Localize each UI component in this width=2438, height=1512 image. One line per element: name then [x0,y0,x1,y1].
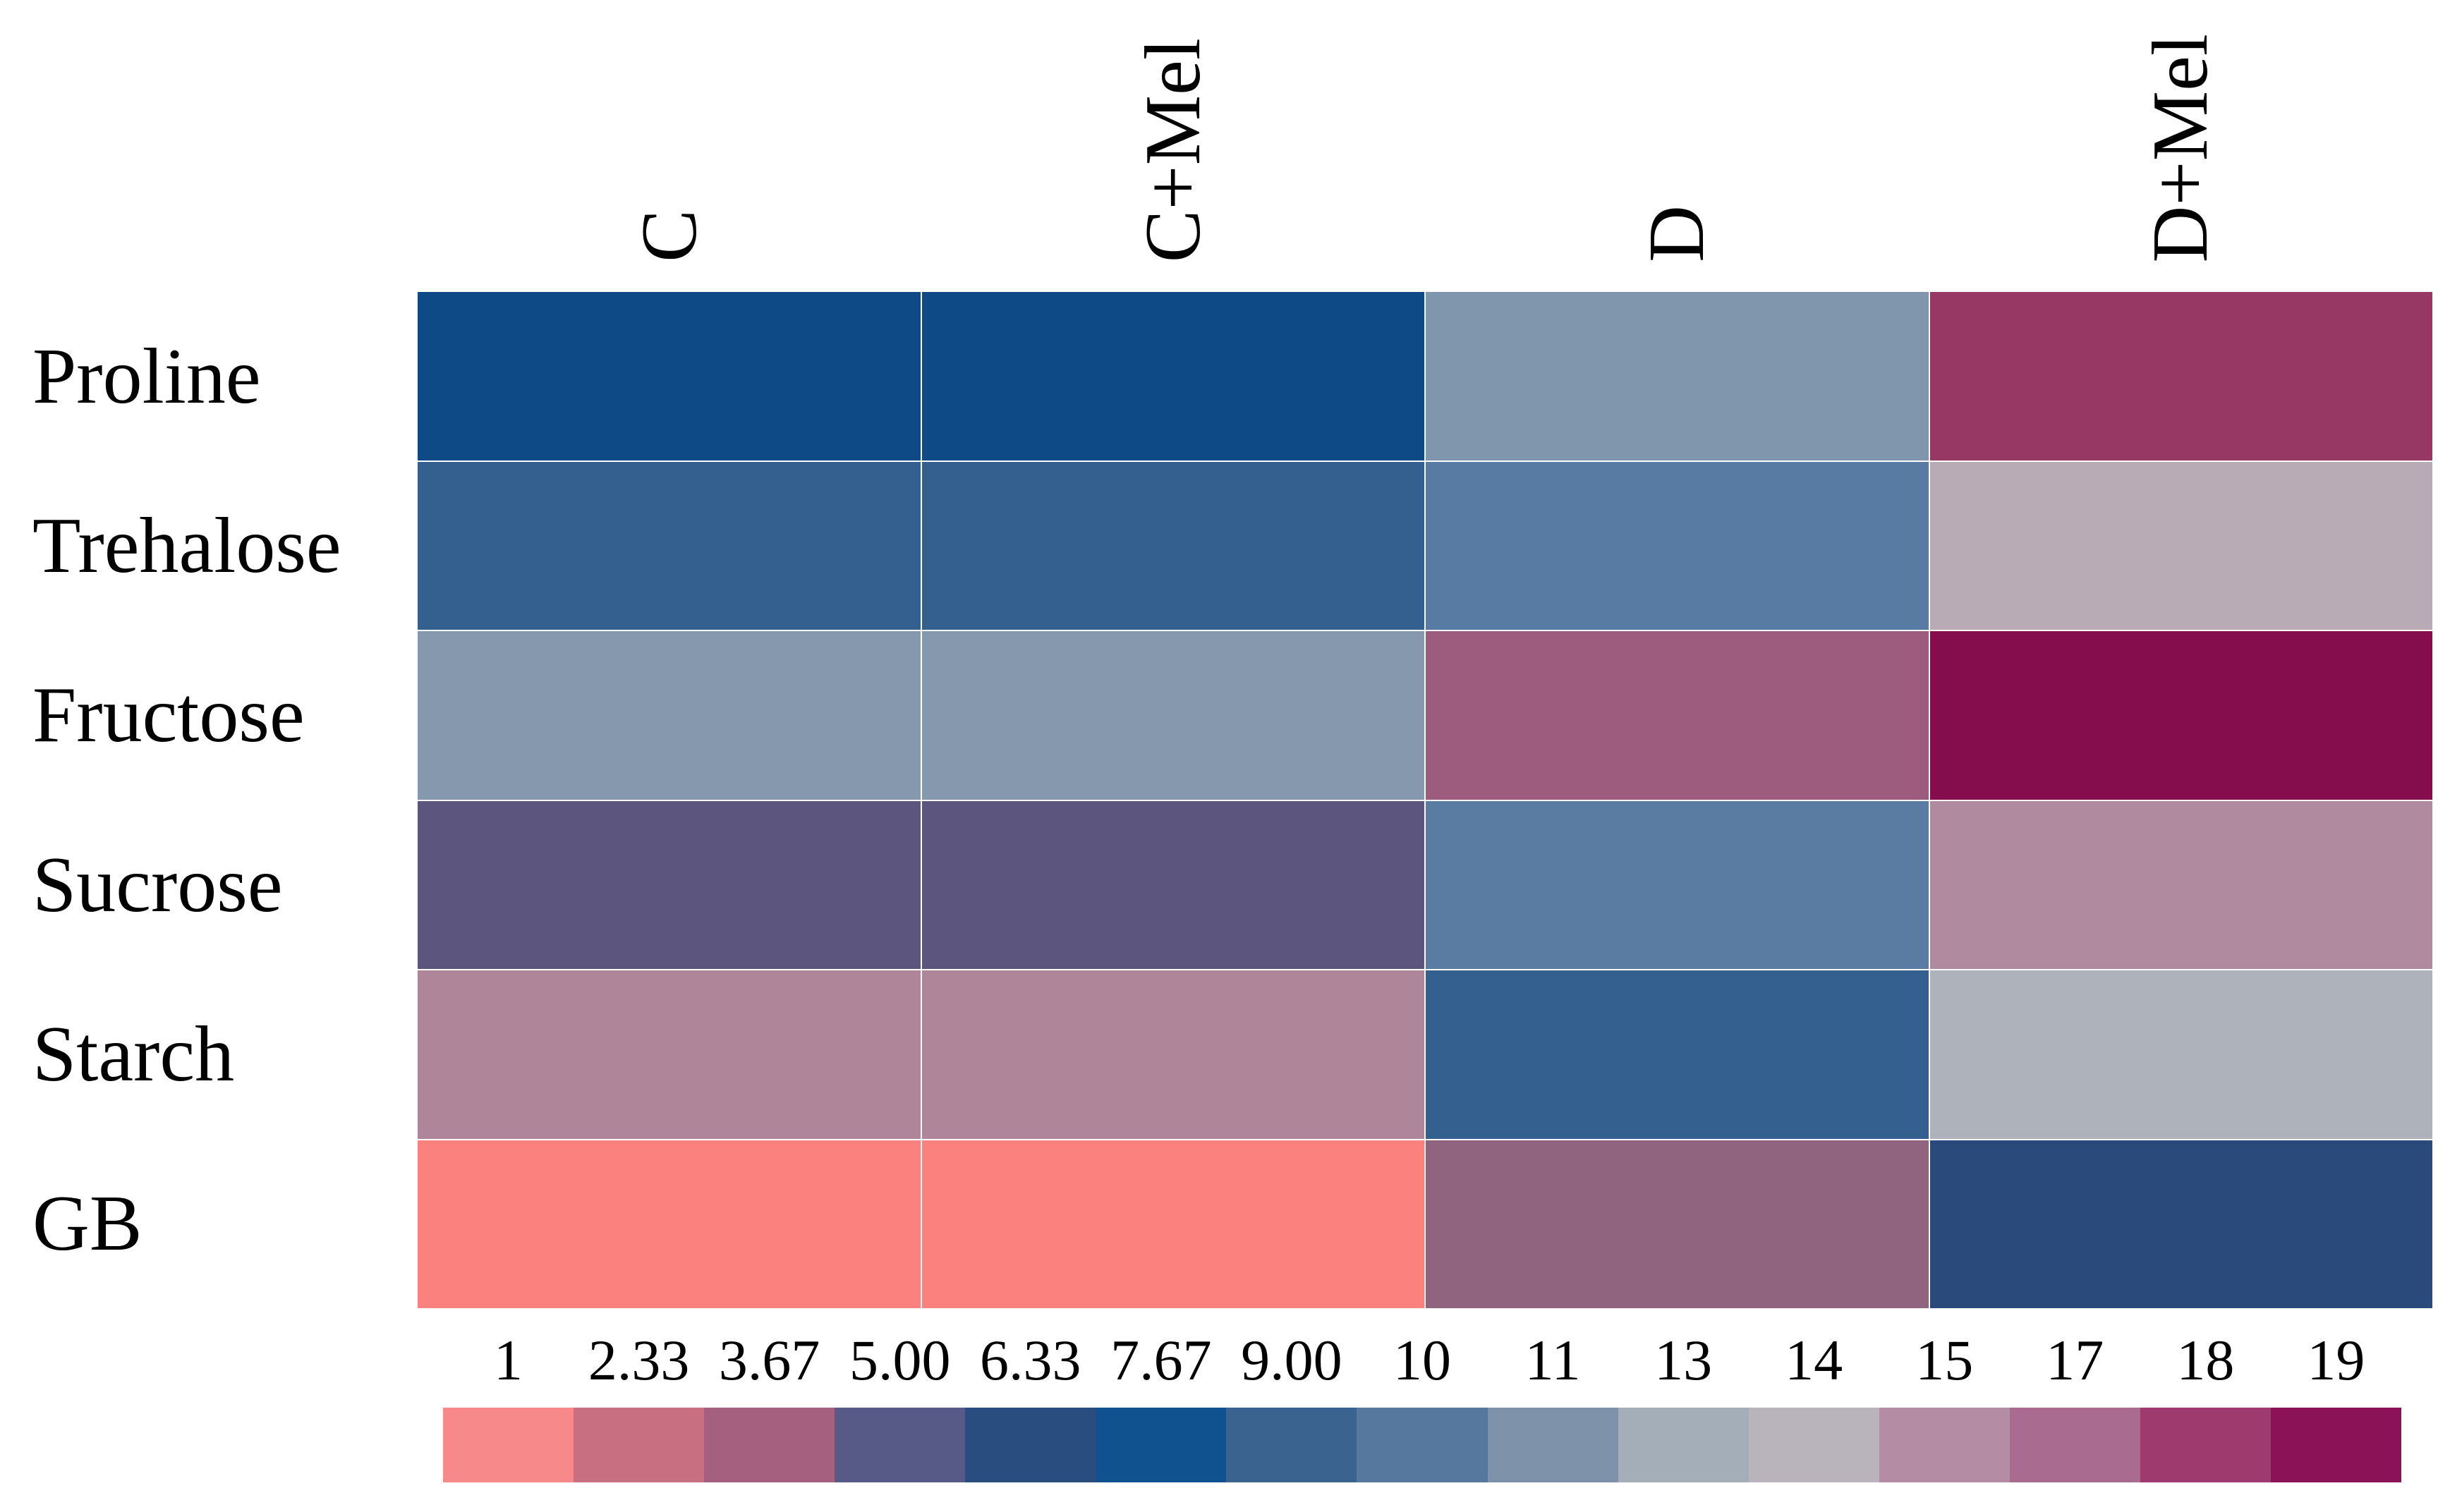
heatmap-cell-trehalose-d-mel [1929,461,2432,630]
heatmap-cell-trehalose-c [418,461,921,630]
heatmap-cell-sucrose-c-mel [921,800,1424,969]
colorbar-tick: 7.67 [1110,1328,1212,1392]
heatmap-cell-gb-d-mel [1929,1140,2432,1308]
colorbar-tick: 10 [1393,1328,1451,1392]
colorbar-tick: 19 [2307,1328,2365,1392]
colorbar-tick: 6.33 [980,1328,1081,1392]
colorbar-segment [1487,1408,1618,1482]
heatmap-cell-proline-c-mel [921,292,1424,461]
colorbar-tick: 5.00 [849,1328,951,1392]
heatmap-cell-gb-d [1426,1140,1929,1308]
column-header-label: D [1633,205,1721,262]
colorbar-tick: 2.33 [588,1328,690,1392]
column-header-c-mel: C+Mel [921,0,1425,292]
colorbar-segment [2009,1408,2140,1482]
colorbar-segment [2270,1408,2401,1482]
row-label-starch: Starch [32,1010,235,1098]
column-header-c: C [418,0,921,292]
colorbar-tick: 18 [2176,1328,2235,1392]
colorbar-segment [1748,1408,1879,1482]
heatmap-cell-gb-c [418,1140,921,1308]
column-header-d-mel: D+Mel [1929,0,2432,292]
colorbar-segment [704,1408,835,1482]
heatmap-cell-fructose-c [418,631,921,800]
column-header-label: C [626,209,713,262]
heatmap-cell-proline-d [1426,292,1929,461]
heatmap-cell-proline-c [418,292,921,461]
heatmap-cell-gb-c-mel [921,1140,1424,1308]
colorbar [443,1408,2401,1482]
heatmap-cell-fructose-d [1426,631,1929,800]
heatmap-cell-sucrose-c [418,800,921,969]
column-header-label: D+Mel [2137,33,2224,262]
column-header-label: C+Mel [1129,37,1217,262]
colorbar-tick: 1 [494,1328,523,1392]
colorbar-tick: 11 [1524,1328,1581,1392]
heatmap-cell-fructose-c-mel [921,631,1424,800]
colorbar-segment [2140,1408,2271,1482]
column-header-d: D [1425,0,1929,292]
heatmap-cell-proline-d-mel [1929,292,2432,461]
column-headers: C C+Mel D D+Mel [418,0,2432,292]
row-label-trehalose: Trehalose [32,502,341,590]
colorbar-tick: 9.00 [1241,1328,1342,1392]
colorbar-segment [965,1408,1096,1482]
heatmap-cell-starch-d [1426,970,1929,1139]
colorbar-tick-labels: 1 2.33 3.67 5.00 6.33 7.67 9.00 10 11 13 14 15 17 18 1… [443,1329,2401,1389]
heatmap-cell-fructose-d-mel [1929,631,2432,800]
colorbar-segment [1357,1408,1488,1482]
colorbar-segment [574,1408,705,1482]
colorbar-segment [1879,1408,2010,1482]
colorbar-segment [835,1408,966,1482]
colorbar-tick: 14 [1785,1328,1843,1392]
heatmap-grid [418,292,2432,1308]
heatmap-cell-starch-d-mel [1929,970,2432,1139]
heatmap-cell-sucrose-d-mel [1929,800,2432,969]
colorbar-tick: 17 [2046,1328,2104,1392]
row-label-gb: GB [32,1179,142,1267]
heatmap-cell-trehalose-c-mel [921,461,1424,630]
colorbar-segment [1226,1408,1357,1482]
heatmap-cell-sucrose-d [1426,800,1929,969]
row-labels: Proline Trehalose Fructose Sucrose Starch GB [0,292,418,1308]
heatmap-cell-starch-c-mel [921,970,1424,1139]
row-label-fructose: Fructose [32,671,305,760]
row-label-sucrose: Sucrose [32,841,283,929]
row-label-proline: Proline [32,333,261,421]
colorbar-segment [443,1408,574,1482]
heatmap-cell-trehalose-d [1426,461,1929,630]
colorbar-tick: 15 [1915,1328,1974,1392]
colorbar-tick: 13 [1654,1328,1713,1392]
colorbar-segment [1096,1408,1227,1482]
colorbar-tick: 3.67 [718,1328,820,1392]
colorbar-segment [1618,1408,1749,1482]
heatmap-cell-starch-c [418,970,921,1139]
